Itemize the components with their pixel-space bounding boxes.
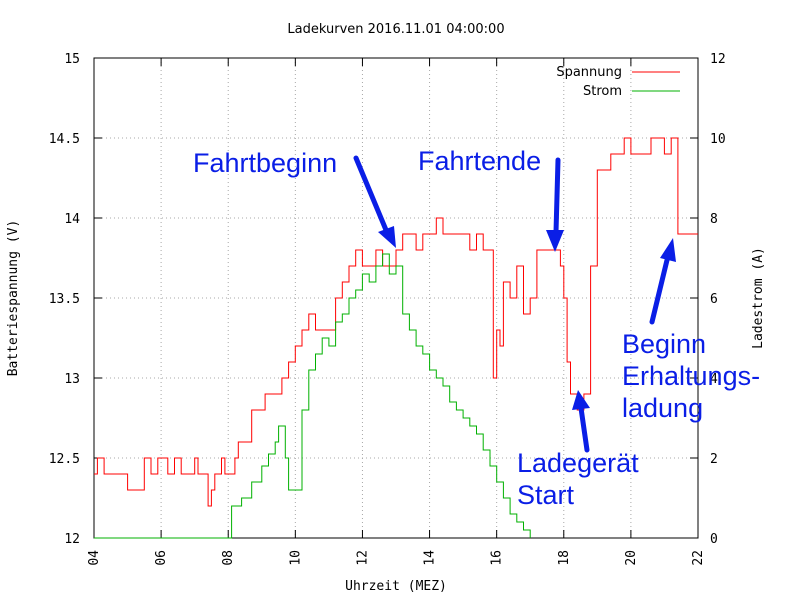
y-right-tick-label: 4 (710, 372, 718, 387)
arrow-fahrtbeginn (353, 155, 396, 248)
chart-title: Ladekurven 2016.11.01 04:00:00 (287, 22, 504, 37)
y-axis-left-label: Batteriespannung (V) (6, 220, 21, 377)
y-axis-right-label: Ladestrom (A) (751, 247, 766, 349)
arrow-erhaltungsladung (649, 238, 676, 325)
x-tick-label: 10 (288, 550, 303, 566)
annotations: Fahrtbeginn Fahrtende Ladegerät Start Be… (193, 146, 760, 510)
arrow-fahrtende (546, 157, 564, 252)
x-tick-label: 04 (87, 550, 102, 566)
annotation-fahrtbeginn: Fahrtbeginn (193, 148, 337, 178)
grid (94, 58, 698, 538)
legend: Spannung Strom (556, 65, 680, 99)
y-right-tick-label: 12 (710, 52, 726, 67)
y-left-tick-label: 13 (64, 372, 80, 387)
y-left-tick-label: 14 (64, 212, 80, 227)
y-left-tick-label: 15 (64, 52, 80, 67)
x-tick-label: 18 (557, 550, 572, 566)
series-line-strom (94, 253, 531, 539)
annotation-ladung: ladung (622, 393, 703, 423)
y-right-tick-label: 8 (710, 212, 718, 227)
arrow-ladegeraet-start (572, 390, 590, 453)
legend-label-spannung: Spannung (556, 65, 622, 80)
y-axis-right: 0 2 4 6 8 10 12 (690, 52, 726, 547)
x-tick-label: 06 (154, 550, 169, 566)
x-tick-label: 20 (624, 550, 639, 566)
x-tick-label: 08 (221, 550, 236, 566)
annotation-arrows (353, 155, 676, 453)
x-axis-label: Uhrzeit (MEZ) (345, 579, 447, 594)
y-left-tick-label: 13.5 (49, 292, 80, 307)
y-right-tick-label: 10 (710, 132, 726, 147)
annotation-ladegeraet: Ladegerät (517, 448, 639, 478)
x-tick-label: 22 (691, 550, 706, 566)
annotation-fahrtende: Fahrtende (418, 146, 541, 176)
y-right-tick-label: 6 (710, 292, 718, 307)
annotation-start: Start (517, 480, 575, 510)
annotation-beginn: Beginn (622, 329, 706, 359)
annotation-erhaltungs: Erhaltungs- (622, 361, 760, 391)
x-tick-label: 14 (423, 550, 438, 566)
series-group (94, 137, 698, 539)
y-axis-left: 12 12.5 13 13.5 14 14.5 15 (49, 52, 102, 547)
x-axis: 04 06 08 10 12 14 16 18 20 22 (87, 58, 706, 566)
legend-label-strom: Strom (583, 84, 622, 99)
y-left-tick-label: 12.5 (49, 452, 80, 467)
y-left-tick-label: 12 (64, 532, 80, 547)
x-tick-label: 12 (355, 550, 370, 566)
y-right-tick-label: 2 (710, 452, 718, 467)
y-left-tick-label: 14.5 (49, 132, 80, 147)
y-right-tick-label: 0 (710, 532, 718, 547)
x-tick-label: 16 (490, 550, 505, 566)
